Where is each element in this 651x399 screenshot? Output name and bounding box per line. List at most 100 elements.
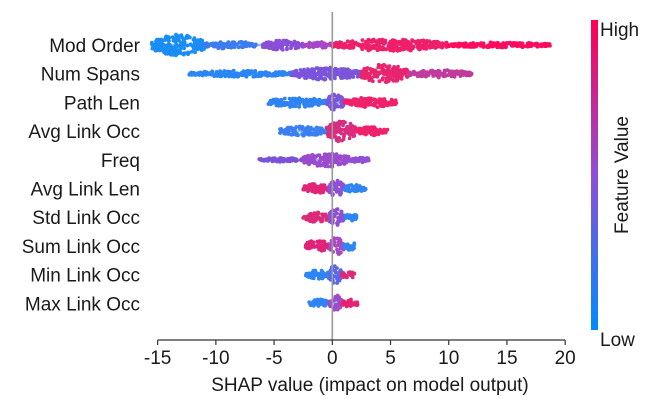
data-point <box>539 42 544 47</box>
data-point <box>270 42 274 47</box>
data-point <box>341 137 346 142</box>
data-point <box>372 125 377 130</box>
data-point <box>259 157 263 162</box>
data-point <box>387 76 391 81</box>
data-point <box>343 101 348 105</box>
data-point <box>342 244 347 248</box>
data-point <box>309 158 313 162</box>
feature-label: Sum Link Occ <box>22 237 140 258</box>
data-point <box>344 213 348 218</box>
data-point <box>339 181 343 185</box>
data-point <box>349 214 354 219</box>
data-point <box>198 45 203 49</box>
data-point <box>255 74 260 78</box>
data-point <box>314 76 319 81</box>
data-point <box>282 96 287 101</box>
data-point <box>276 98 280 102</box>
data-point <box>187 72 192 77</box>
data-point <box>360 38 365 42</box>
data-point <box>443 69 448 73</box>
data-point <box>317 240 321 245</box>
data-point <box>228 72 233 77</box>
feature-row-sum-link-occ <box>303 236 357 256</box>
data-point <box>293 159 298 163</box>
data-point <box>368 71 372 76</box>
data-point <box>314 154 319 158</box>
data-point <box>357 156 362 161</box>
data-point <box>154 43 159 47</box>
data-point <box>308 244 313 249</box>
data-point <box>339 240 343 245</box>
data-point <box>353 301 358 306</box>
data-point <box>443 41 448 45</box>
data-point <box>179 51 184 56</box>
data-point <box>302 100 307 104</box>
data-point <box>295 72 300 77</box>
feature-row-avg-link-len <box>301 178 368 198</box>
data-point <box>190 49 194 54</box>
data-point <box>234 42 239 46</box>
data-point <box>293 101 298 106</box>
data-point <box>350 100 355 105</box>
data-point <box>440 41 444 46</box>
data-point <box>305 246 309 251</box>
data-point <box>533 43 538 48</box>
x-tick-label: -5 <box>266 348 283 369</box>
data-point <box>270 101 275 105</box>
data-point <box>337 126 341 130</box>
data-point <box>501 41 506 45</box>
data-point <box>396 76 400 81</box>
data-point <box>395 41 400 45</box>
data-point <box>350 218 354 223</box>
data-point <box>335 69 339 74</box>
data-point <box>332 264 337 269</box>
feature-label: Avg Link Len <box>30 180 140 201</box>
data-point <box>333 209 338 213</box>
data-point <box>410 38 415 43</box>
data-point <box>304 242 308 247</box>
data-point <box>164 43 169 48</box>
data-point <box>436 68 441 73</box>
data-point <box>447 44 451 48</box>
data-point <box>364 45 369 50</box>
data-point <box>348 272 352 277</box>
data-point <box>246 41 250 46</box>
data-point <box>285 72 289 77</box>
data-point <box>278 156 282 161</box>
data-point <box>163 37 167 42</box>
data-point <box>327 214 331 218</box>
data-point <box>326 160 330 165</box>
data-point <box>197 72 202 77</box>
data-point <box>326 164 330 169</box>
data-point <box>485 44 490 49</box>
data-point <box>392 74 397 79</box>
data-point <box>322 240 327 244</box>
data-point <box>320 275 324 280</box>
data-point <box>353 156 358 161</box>
data-point <box>344 158 349 163</box>
data-point <box>359 96 364 100</box>
data-point <box>319 126 324 131</box>
data-point <box>428 69 433 73</box>
data-point <box>314 129 319 134</box>
x-tick-label: 15 <box>496 348 517 369</box>
data-point <box>423 45 428 49</box>
data-point <box>335 223 340 227</box>
data-point <box>247 72 252 77</box>
x-tick-label: 10 <box>438 348 459 369</box>
data-point <box>352 159 357 164</box>
data-point <box>319 72 324 77</box>
data-point <box>295 45 299 50</box>
x-tick-label: 0 <box>327 348 338 369</box>
data-point <box>278 101 283 106</box>
data-point <box>182 51 187 55</box>
data-point <box>403 46 408 51</box>
data-point <box>352 242 356 247</box>
data-point <box>354 215 359 220</box>
data-point <box>251 74 256 79</box>
data-point <box>311 240 316 245</box>
feature-label: Mod Order <box>49 36 140 57</box>
data-point <box>336 160 341 165</box>
data-point <box>387 69 392 74</box>
feature-row-mod-order <box>150 32 552 58</box>
